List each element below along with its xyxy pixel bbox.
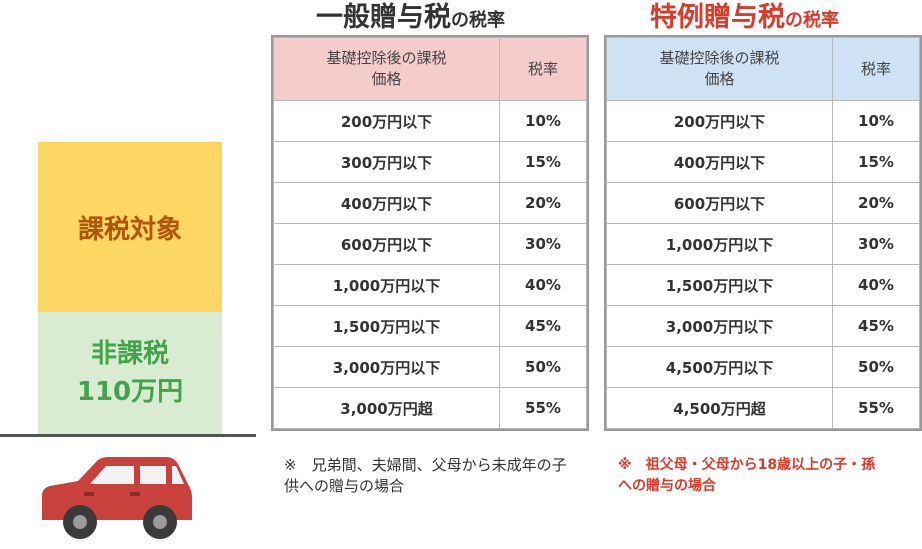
rate-cell: 50% [832,346,920,388]
rate-cell: 55% [499,387,587,429]
amount-cell: 1,500万円以下 [273,305,500,347]
table-row: 200万円以下 10% [606,100,920,142]
rate-cell: 40% [499,264,587,306]
table-row: 1,000万円以下 30% [606,223,920,265]
amount-cell: 600万円以下 [273,223,500,265]
nontaxable-block: 非課税 110万円 [38,312,222,434]
rate-cell: 20% [832,182,920,224]
general-tax-table: 基礎控除後の課税価格 税率 200万円以下 10% 300万円以下 15% 400万… [271,35,589,431]
rate-cell: 45% [499,305,587,347]
taxable-block: 課税対象 [38,142,222,312]
rate-cell: 15% [499,141,587,183]
special-note: ※ 祖父母・父母から18歳以上の子・孫への贈与の場合 [618,457,876,494]
table-row: 1,500万円以下 40% [606,264,920,306]
table-header-row: 基礎控除後の課税価格 税率 [273,37,587,101]
rate-cell: 45% [832,305,920,347]
table-row: 3,000万円以下 50% [273,346,587,388]
rate-cell: 40% [832,264,920,306]
rate-cell: 20% [499,182,587,224]
amount-cell: 1,500万円以下 [606,264,833,306]
general-title-main: 一般贈与税 [316,2,451,33]
rate-cell: 30% [832,223,920,265]
table-row: 200万円以下 10% [273,100,587,142]
table-row: 1,500万円以下 45% [273,305,587,347]
ground-line [0,434,256,437]
table-header-row: 基礎控除後の課税価格 税率 [606,37,920,101]
table-row: 300万円以下 15% [273,141,587,183]
table-row: 600万円以下 30% [273,223,587,265]
special-title-main: 特例贈与税 [650,2,785,33]
table-row: 3,000万円超 55% [273,387,587,429]
header-taxable-amount: 基礎控除後の課税価格 [273,37,500,101]
table-row: 4,500万円超 55% [606,387,920,429]
amount-cell: 200万円以下 [273,100,500,142]
header-taxable-amount: 基礎控除後の課税価格 [606,37,833,101]
general-title-suffix: の税率 [451,10,505,31]
rate-cell: 10% [499,100,587,142]
nontaxable-label: 非課税 [90,339,169,369]
table-row: 400万円以下 20% [273,182,587,224]
header-rate: 税率 [499,37,587,101]
rate-cell: 30% [499,223,587,265]
amount-cell: 4,500万円以下 [606,346,833,388]
table-row: 1,000万円以下 40% [273,264,587,306]
amount-cell: 3,000万円以下 [606,305,833,347]
amount-cell: 400万円以下 [273,182,500,224]
amount-cell: 3,000万円超 [273,387,500,429]
header-rate: 税率 [832,37,920,101]
table-row: 400万円以下 15% [606,141,920,183]
amount-cell: 1,000万円以下 [606,223,833,265]
amount-cell: 200万円以下 [606,100,833,142]
amount-cell: 400万円以下 [606,141,833,183]
amount-cell: 300万円以下 [273,141,500,183]
rate-cell: 55% [832,387,920,429]
special-tax-table: 基礎控除後の課税価格 税率 200万円以下 10% 400万円以下 15% 600万… [604,35,922,431]
taxable-label: 課税対象 [77,214,182,245]
amount-cell: 3,000万円以下 [273,346,500,388]
amount-cell: 1,000万円以下 [273,264,500,306]
table-row: 4,500万円以下 50% [606,346,920,388]
rate-cell: 10% [832,100,920,142]
special-title: 特例贈与税の税率 [650,0,839,36]
general-note: ※ 兄弟間、夫婦間、父母から未成年の子供への贈与の場合 [284,456,567,495]
table-row: 3,000万円以下 45% [606,305,920,347]
general-title: 一般贈与税の税率 [316,0,505,36]
rate-cell: 15% [832,141,920,183]
special-title-suffix: の税率 [785,10,839,31]
table-row: 600万円以下 20% [606,182,920,224]
amount-cell: 4,500万円超 [606,387,833,429]
car-icon [42,457,192,539]
rate-cell: 50% [499,346,587,388]
amount-cell: 600万円以下 [606,182,833,224]
nontaxable-amount: 110万円 [76,377,184,407]
